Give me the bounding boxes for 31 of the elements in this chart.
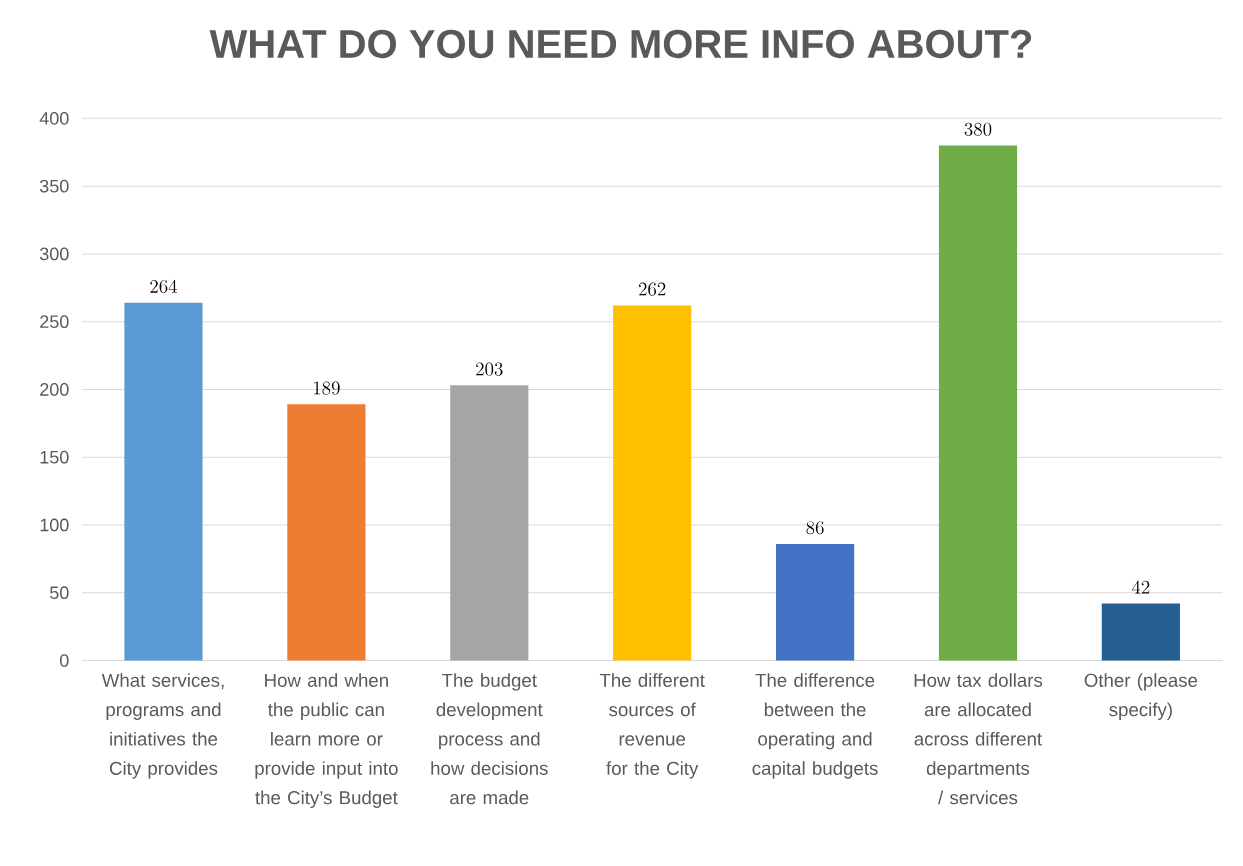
y-tick-label: 100: [40, 518, 69, 532]
y-tick-label: 300: [39, 247, 69, 261]
y-tick-label: 400: [39, 112, 69, 125]
chart-title: WHAT DO YOU NEED MORE INFO ABOUT?: [209, 30, 1032, 59]
data-label: 203: [476, 362, 503, 376]
x-tick-label: What services, programs and initiatives the City provides: [101, 673, 224, 779]
data-label: 262: [639, 282, 666, 296]
y-tick-label: 250: [40, 315, 69, 329]
bar: [775, 544, 855, 661]
y-tick-label: 350: [39, 179, 69, 193]
bar: [450, 385, 529, 661]
x-tick-label: Other (please specify): [1084, 673, 1198, 721]
y-tick-label: 150: [40, 451, 69, 464]
data-label: 264: [150, 279, 178, 294]
x-tick-label: The different sources of revenue for the City: [599, 673, 705, 779]
x-tick-label: How and when the public can learn more or provide input into the City’s Budget: [255, 673, 398, 809]
bar: [1101, 603, 1180, 661]
data-label: 86: [806, 521, 824, 535]
x-tick-label: How tax dollars are allocated across different departments / services: [914, 673, 1043, 805]
bar: [613, 305, 692, 661]
data-label: 189: [314, 381, 340, 395]
y-tick-label: 200: [40, 383, 69, 397]
y-tick-label: 0: [60, 654, 69, 668]
data-label: 42: [1132, 580, 1150, 594]
bar: [938, 145, 1018, 661]
y-tick-label: 50: [50, 586, 69, 600]
bar: [287, 404, 366, 661]
x-tick-label: The budget development process and how decisions are made: [431, 673, 548, 805]
x-tick-label: The difference between the operating and capital budgets: [752, 673, 878, 779]
bar: [124, 302, 203, 661]
data-label: 380: [964, 122, 992, 137]
